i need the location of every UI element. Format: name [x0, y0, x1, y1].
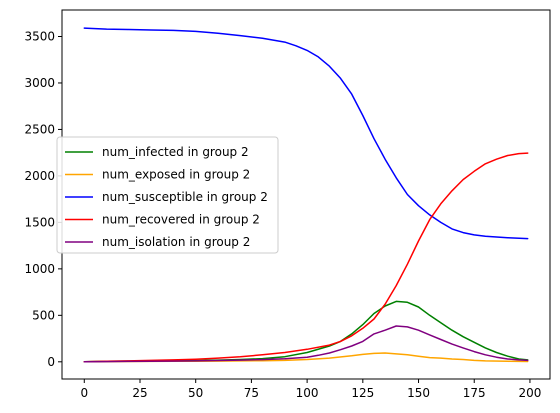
- series-line-num-isolation: [83, 325, 529, 363]
- x-tick-label: 25: [132, 386, 147, 400]
- x-axis-ticks: 0 25 50 75 100 125 150 175 200: [80, 379, 541, 400]
- y-tick-label: 500: [32, 308, 55, 322]
- x-tick-label: 75: [244, 386, 259, 400]
- x-tick-label: 100: [296, 386, 319, 400]
- legend: num_infected in group 2 num_exposed in gr…: [56, 136, 279, 254]
- x-tick-label: 0: [80, 386, 88, 400]
- y-tick-label: 3000: [24, 76, 55, 90]
- legend-label-num-infected: num_infected in group 2: [102, 145, 249, 159]
- x-tick-label: 175: [463, 386, 486, 400]
- y-tick-label: 2500: [24, 122, 55, 136]
- y-tick-label: 2000: [24, 169, 55, 183]
- legend-box: [56, 136, 279, 254]
- y-tick-label: 1500: [24, 215, 55, 229]
- legend-label-num-recovered: num_recovered in group 2: [102, 213, 260, 227]
- y-tick-label: 3500: [24, 29, 55, 43]
- legend-label-num-exposed: num_exposed in group 2: [102, 168, 250, 182]
- x-tick-label: 50: [188, 386, 203, 400]
- x-tick-label: 200: [518, 386, 541, 400]
- series-lines: [83, 27, 529, 363]
- x-tick-label: 125: [351, 386, 374, 400]
- legend-label-num-isolation: num_isolation in group 2: [102, 235, 250, 249]
- y-tick-label: 1000: [24, 262, 55, 276]
- y-tick-label: 0: [47, 355, 55, 369]
- series-line-num-susceptible: [83, 27, 529, 240]
- x-tick-label: 150: [407, 386, 430, 400]
- legend-label-num-susceptible: num_susceptible in group 2: [102, 190, 268, 204]
- y-axis-ticks: 0 500 1000 1500 2000 2500 3000 3500: [24, 29, 62, 369]
- series-line-num-recovered: [83, 152, 529, 363]
